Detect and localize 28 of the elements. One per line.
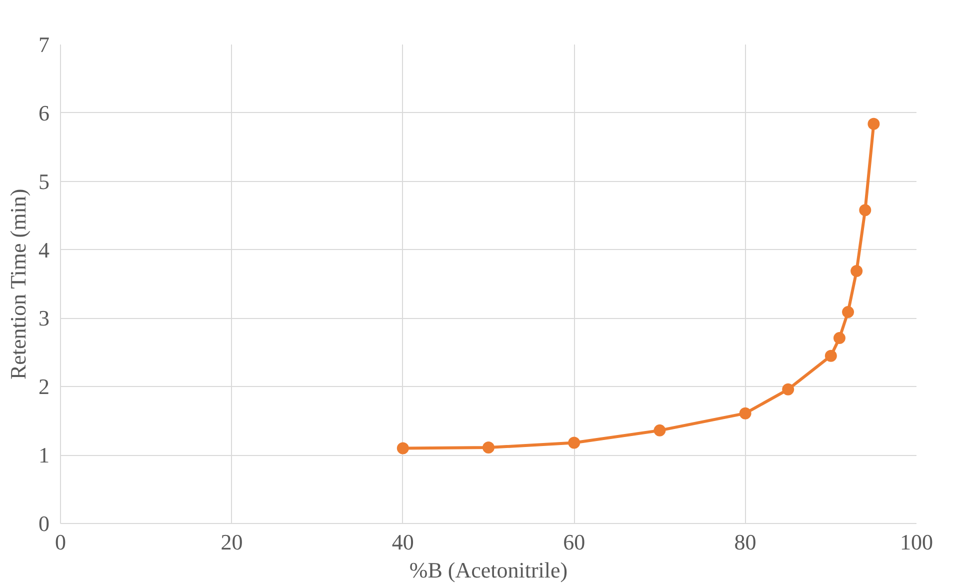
x-tick-label: 40: [392, 530, 414, 554]
point: [850, 265, 863, 277]
y-tick-label: 6: [38, 100, 50, 126]
y-tick-label: 5: [38, 168, 50, 194]
y-tick-label: 1: [38, 442, 50, 468]
y-tick-label: 2: [38, 374, 50, 400]
x-tick-label: 0: [55, 530, 66, 554]
y-axis-title: Retention Time (min): [6, 188, 30, 380]
y-tick-label: 4: [38, 237, 50, 262]
point: [842, 306, 854, 318]
point: [824, 350, 837, 362]
point: [859, 204, 872, 216]
point: [868, 118, 880, 130]
point: [833, 332, 846, 344]
x-tick-label: 20: [220, 530, 243, 554]
point: [482, 442, 494, 454]
point: [654, 424, 666, 436]
point: [739, 407, 752, 420]
point: [568, 436, 580, 449]
y-tick-label: 3: [38, 306, 50, 331]
x-axis-title: %B (Acetonitrile): [409, 558, 568, 582]
y-tick-label: 7: [38, 32, 50, 57]
x-tick-label: 80: [734, 530, 756, 554]
point: [782, 383, 794, 396]
x-tick-label: 100: [900, 530, 933, 554]
y-tick-label: 0: [38, 511, 50, 536]
point: [396, 442, 409, 454]
x-tick-label: 60: [563, 530, 586, 554]
